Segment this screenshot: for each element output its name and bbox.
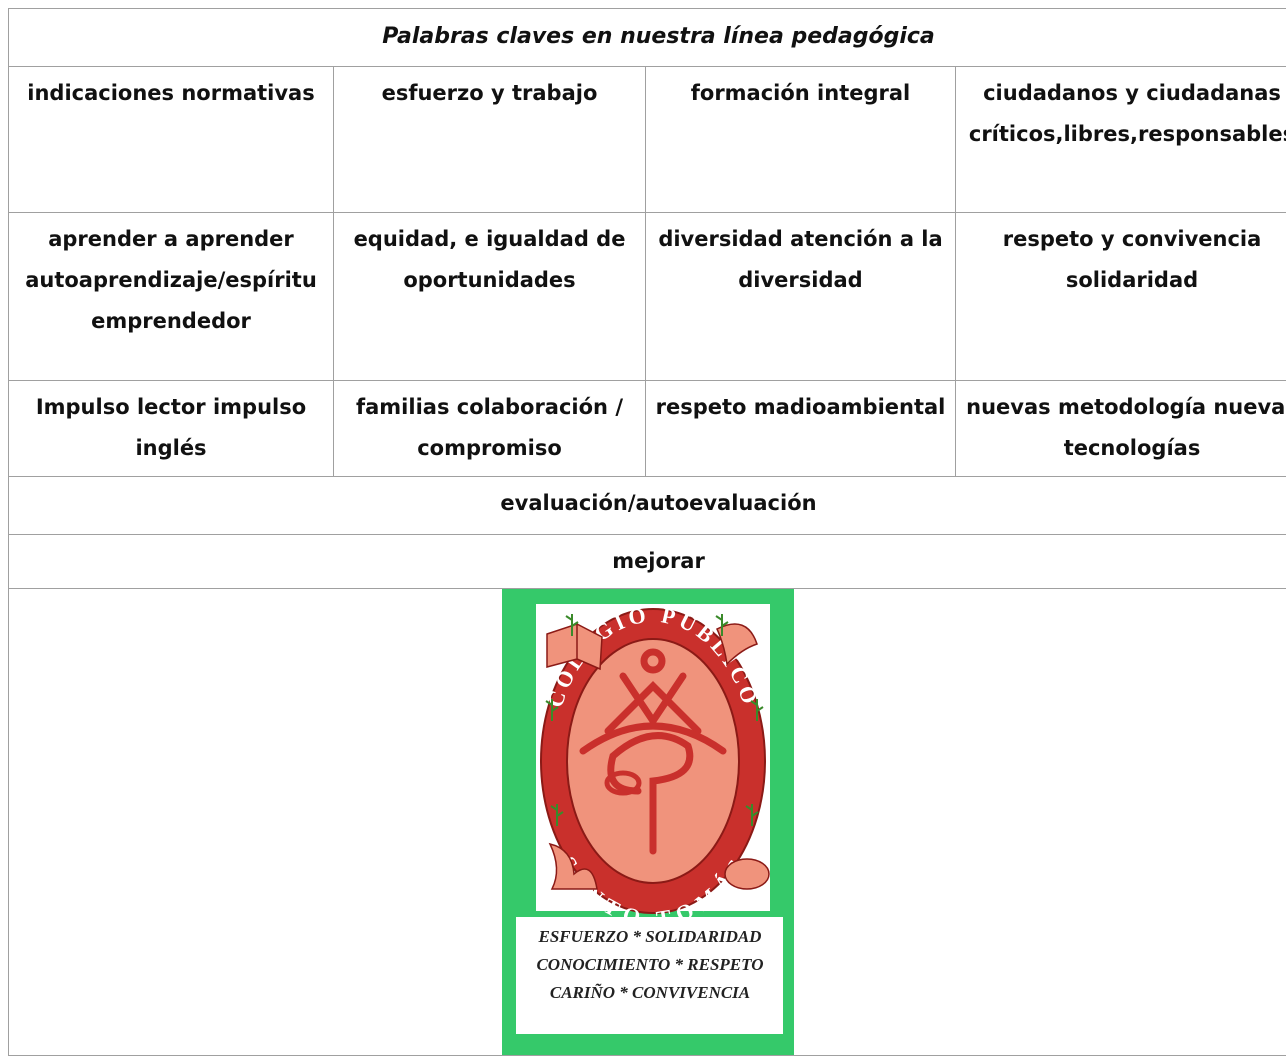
- deco-palette: [725, 859, 769, 889]
- table-cell: diversidad atención a la diversidad: [646, 213, 956, 381]
- school-logo: COLEGIO PÚBLICOSANTO TOMÁSESFUERZO * SOL…: [502, 589, 794, 1055]
- table-cell: equidad, e igualdad de oportunidades: [334, 213, 646, 381]
- table-row: aprender a aprender autoaprendizaje/espí…: [9, 213, 1286, 381]
- table-cell: evaluación/autoevaluación: [9, 477, 1286, 535]
- table-cell: formación integral: [646, 67, 956, 213]
- table-cell: familias colaboración / compromiso: [334, 381, 646, 477]
- logo-cell: COLEGIO PÚBLICOSANTO TOMÁSESFUERZO * SOL…: [9, 589, 1286, 1056]
- table-cell: aprender a aprender autoaprendizaje/espí…: [9, 213, 334, 381]
- title-row: Palabras claves en nuestra línea pedagóg…: [9, 9, 1286, 67]
- motto-line: CARIÑO * CONVIVENCIA: [550, 983, 750, 1002]
- motto-line: CONOCIMIENTO * RESPETO: [536, 955, 763, 974]
- table-row: mejorar: [9, 535, 1286, 589]
- keywords-table: Palabras claves en nuestra línea pedagóg…: [8, 8, 1286, 1056]
- table-title: Palabras claves en nuestra línea pedagóg…: [9, 9, 1286, 67]
- logo-row: COLEGIO PÚBLICOSANTO TOMÁSESFUERZO * SOL…: [9, 589, 1286, 1056]
- table-cell: Impulso lector impulso inglés: [9, 381, 334, 477]
- table-row: evaluación/autoevaluación: [9, 477, 1286, 535]
- table-cell: respeto madioambiental: [646, 381, 956, 477]
- table-cell: esfuerzo y trabajo: [334, 67, 646, 213]
- table-cell: indicaciones normativas: [9, 67, 334, 213]
- table-cell: mejorar: [9, 535, 1286, 589]
- table-cell: nuevas metodología nuevas tecnologías: [956, 381, 1286, 477]
- table-cell: ciudadanos y ciudadanas críticos,libres,…: [956, 67, 1286, 213]
- table-cell: respeto y convivencia solidaridad: [956, 213, 1286, 381]
- motto-line: ESFUERZO * SOLIDARIDAD: [538, 927, 762, 946]
